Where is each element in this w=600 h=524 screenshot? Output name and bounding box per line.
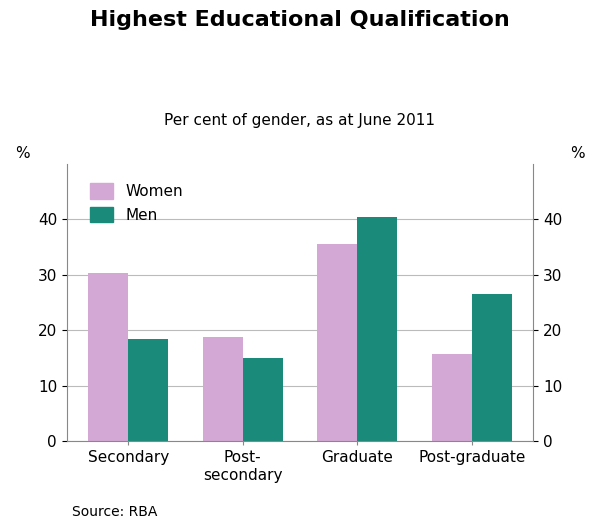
Bar — [432, 354, 472, 441]
Bar — [317, 244, 357, 441]
Bar — [472, 294, 512, 441]
Title: Per cent of gender, as at June 2011: Per cent of gender, as at June 2011 — [164, 113, 436, 128]
Bar — [357, 216, 397, 441]
Text: Source: RBA: Source: RBA — [72, 505, 157, 519]
Bar — [203, 337, 243, 441]
Bar — [128, 339, 168, 441]
Text: %: % — [15, 146, 29, 161]
Bar — [243, 358, 283, 441]
Bar — [88, 273, 128, 441]
Text: %: % — [571, 146, 585, 161]
Text: Highest Educational Qualification: Highest Educational Qualification — [90, 10, 510, 30]
Legend: Women, Men: Women, Men — [84, 177, 189, 229]
